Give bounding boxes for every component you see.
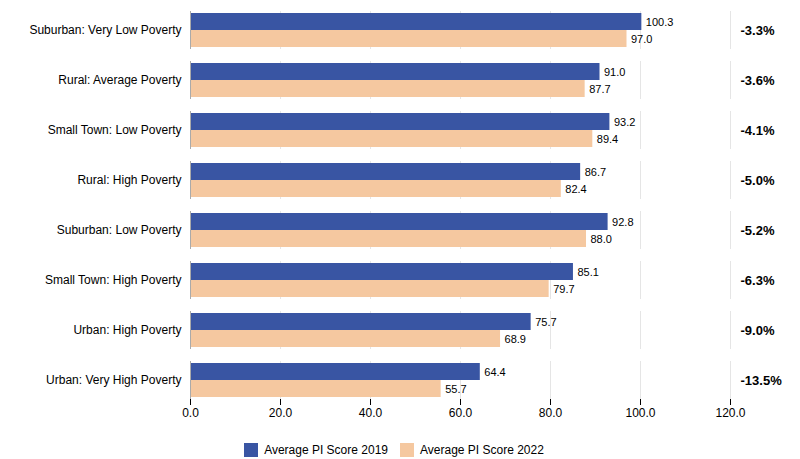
svg-text:-3.6%: -3.6%: [741, 73, 775, 88]
svg-text:-9.0%: -9.0%: [741, 323, 775, 338]
svg-text:Urban: High Poverty: Urban: High Poverty: [73, 323, 181, 337]
svg-text:-5.2%: -5.2%: [741, 223, 775, 238]
svg-text:Small Town: High Poverty: Small Town: High Poverty: [45, 273, 182, 287]
svg-text:64.4: 64.4: [484, 366, 505, 378]
svg-text:0.0: 0.0: [182, 406, 199, 420]
html-text:Average PI Score 2019: Average PI Score 2019: [264, 442, 388, 457]
svg-text:92.8: 92.8: [612, 216, 633, 228]
svg-text:85.1: 85.1: [577, 266, 598, 278]
svg-text:20.0: 20.0: [269, 406, 293, 420]
svg-text:-5.0%: -5.0%: [741, 173, 775, 188]
svg-text:88.0: 88.0: [591, 233, 612, 245]
svg-text:87.7: 87.7: [589, 83, 610, 95]
svg-text:82.4: 82.4: [565, 183, 586, 195]
svg-text:79.7: 79.7: [553, 283, 574, 295]
svg-text:Small Town: Low Poverty: Small Town: Low Poverty: [48, 123, 182, 137]
svg-text:93.2: 93.2: [614, 116, 635, 128]
html-text:Average PI Score 2022: Average PI Score 2022: [420, 442, 544, 457]
svg-text:100.3: 100.3: [646, 16, 674, 28]
svg-text:120.0: 120.0: [715, 406, 745, 420]
svg-text:80.0: 80.0: [539, 406, 563, 420]
svg-text:75.7: 75.7: [535, 316, 556, 328]
svg-text:Suburban: Low Poverty: Suburban: Low Poverty: [57, 223, 182, 237]
svg-text:100.0: 100.0: [625, 406, 655, 420]
svg-text:Suburban: Very Low Poverty: Suburban: Very Low Poverty: [29, 23, 181, 37]
svg-text:-4.1%: -4.1%: [741, 123, 775, 138]
svg-text:40.0: 40.0: [359, 406, 383, 420]
svg-text:Rural: Average Poverty: Rural: Average Poverty: [58, 73, 181, 87]
svg-text:-6.3%: -6.3%: [741, 273, 775, 288]
svg-text:55.7: 55.7: [445, 383, 466, 395]
svg-text:91.0: 91.0: [604, 66, 625, 78]
svg-text:Urban: Very High Poverty: Urban: Very High Poverty: [46, 373, 181, 387]
svg-text:60.0: 60.0: [449, 406, 473, 420]
svg-text:68.9: 68.9: [505, 333, 526, 345]
svg-text:86.7: 86.7: [585, 166, 606, 178]
svg-text:89.4: 89.4: [597, 133, 618, 145]
svg-text:97.0: 97.0: [631, 33, 652, 45]
svg-text:-3.3%: -3.3%: [741, 23, 775, 38]
svg-text:Rural: High Poverty: Rural: High Poverty: [77, 173, 181, 187]
svg-text:-13.5%: -13.5%: [741, 373, 783, 388]
